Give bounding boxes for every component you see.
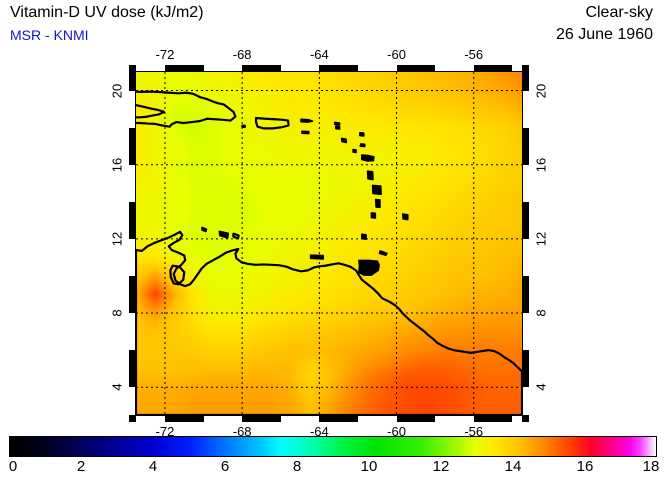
y-axis-right-label-12: 12 xyxy=(533,231,549,247)
y-axis-left-label-8: 8 xyxy=(109,309,125,317)
colorbar-tick-16: 16 xyxy=(576,458,594,475)
map-plot-area: -72 -72 -68 -68 -64 -64 -60 -60 -56 -56 20 20 16 16 12… xyxy=(110,47,549,439)
x-axis-bottom-label--64: -64 xyxy=(309,424,329,439)
y-axis-right-label-20: 20 xyxy=(533,83,549,98)
x-axis-top-label--72: -72 xyxy=(155,47,175,62)
colorbar-gradient xyxy=(9,436,657,457)
page-title: Vitamin-D UV dose (kJ/m2) xyxy=(10,4,204,21)
y-axis-right-label-8: 8 xyxy=(533,309,549,317)
y-axis-left-label-4: 4 xyxy=(109,383,125,391)
colorbar-tick-6: 6 xyxy=(220,458,230,475)
colorbar-tick-2: 2 xyxy=(76,458,86,475)
x-axis-bottom-label--60: -60 xyxy=(387,424,406,439)
x-axis-bottom-label--56: -56 xyxy=(464,424,484,439)
colorbar-tick-8: 8 xyxy=(292,458,302,475)
map-tick-frame xyxy=(129,65,529,422)
chart-header: Vitamin-D UV dose (kJ/m2) MSR - KNMI Cle… xyxy=(0,0,665,56)
colorbar-tick-14: 14 xyxy=(504,458,522,475)
x-axis-top-label--64: -64 xyxy=(309,47,329,62)
colorbar-tick-18: 18 xyxy=(642,458,660,475)
y-axis-left-label-20: 20 xyxy=(109,83,125,98)
source-label: MSR - KNMI xyxy=(10,27,89,43)
y-axis-left-label-16: 16 xyxy=(109,157,125,172)
colorbar-tick-12: 12 xyxy=(432,458,450,475)
date-label: 26 June 1960 xyxy=(556,26,653,43)
colorbar-tick-labels: 0 2 4 6 8 10 12 14 16 18 xyxy=(0,458,665,480)
colorbar-tick-0: 0 xyxy=(8,458,18,475)
colorbar-tick-10: 10 xyxy=(360,458,378,475)
x-axis-bottom-label--68: -68 xyxy=(232,424,252,439)
colorbar-tick-4: 4 xyxy=(148,458,158,475)
y-axis-left-label-12: 12 xyxy=(109,231,125,247)
colorbar-block: 0 2 4 6 8 10 12 14 16 18 xyxy=(0,436,665,480)
x-axis-top-label--60: -60 xyxy=(387,47,406,62)
y-axis-right-label-4: 4 xyxy=(533,383,549,391)
y-axis-right-label-16: 16 xyxy=(533,157,549,172)
x-axis-top-label--68: -68 xyxy=(232,47,252,62)
x-axis-top-label--56: -56 xyxy=(464,47,484,62)
x-axis-bottom-label--72: -72 xyxy=(155,424,175,439)
condition-label: Clear-sky xyxy=(585,4,653,21)
